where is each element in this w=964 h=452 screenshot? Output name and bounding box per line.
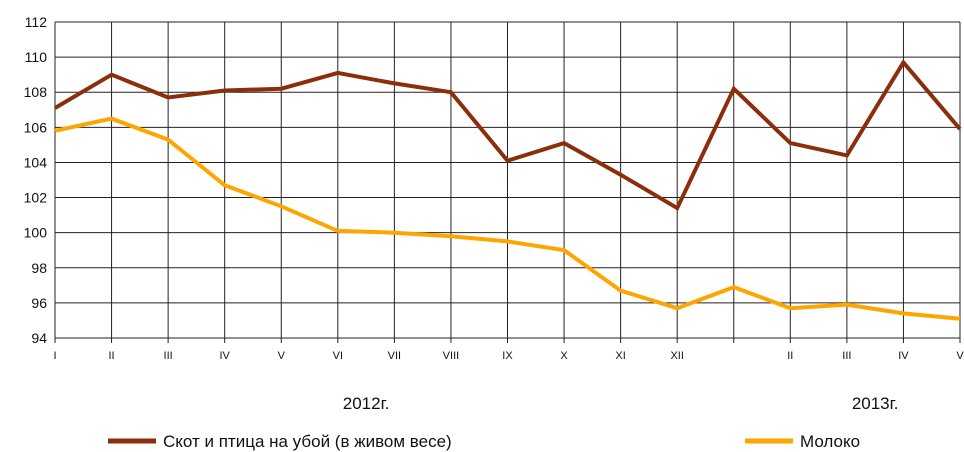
x-tick-label: III bbox=[164, 350, 173, 362]
x-axis-ticks: I II III IV V VI VII VIII IX X XI XII II III IV V bbox=[53, 350, 964, 362]
x-tick-label: V bbox=[278, 350, 286, 362]
series-lines bbox=[53, 58, 962, 321]
x-tick-label: IV bbox=[219, 350, 230, 362]
series-line-2 bbox=[54, 116, 961, 321]
x-tick-label: IV bbox=[898, 350, 909, 362]
y-tick-label: 100 bbox=[24, 225, 48, 241]
y-tick-label: 104 bbox=[24, 154, 48, 170]
legend-label: Скот и птица на убой (в живом весе) bbox=[163, 432, 452, 451]
legend-label: Молоко bbox=[800, 432, 860, 451]
x-tick-label: VI bbox=[333, 350, 343, 362]
x-tick-label: XI bbox=[615, 350, 625, 362]
y-axis-ticks: 94 96 98 100 102 104 106 108 110 112 bbox=[24, 14, 48, 346]
x-tick-label: II bbox=[109, 350, 115, 362]
y-tick-label: 108 bbox=[24, 84, 48, 100]
y-tick-label: 110 bbox=[25, 49, 48, 65]
y-tick-label: 112 bbox=[25, 14, 48, 30]
y-tick-label: 106 bbox=[24, 119, 48, 135]
x-tick-label: VII bbox=[388, 350, 401, 362]
x-tick-label: IX bbox=[502, 350, 513, 362]
grid bbox=[54, 21, 961, 343]
x-tick-label: I bbox=[53, 350, 56, 362]
y-tick-label: 94 bbox=[31, 330, 47, 346]
year-label: 2012г. bbox=[343, 394, 390, 413]
x-tick-label: II bbox=[787, 350, 793, 362]
legend: Скот и птица на убой (в живом весе) Молок… bbox=[108, 432, 860, 451]
x-tick-label: V bbox=[956, 350, 964, 362]
series-line-1 bbox=[53, 58, 962, 211]
y-tick-label: 96 bbox=[31, 295, 47, 311]
y-tick-label: 102 bbox=[24, 190, 48, 206]
x-tick-label: VIII bbox=[443, 350, 460, 362]
x-tick-label: XII bbox=[670, 350, 683, 362]
year-label: 2013г. bbox=[852, 394, 899, 413]
y-tick-label: 98 bbox=[31, 260, 47, 276]
x-tick-label: X bbox=[560, 350, 568, 362]
x-tick-label: III bbox=[842, 350, 851, 362]
year-labels: 2012г. 2013г. bbox=[343, 394, 899, 413]
